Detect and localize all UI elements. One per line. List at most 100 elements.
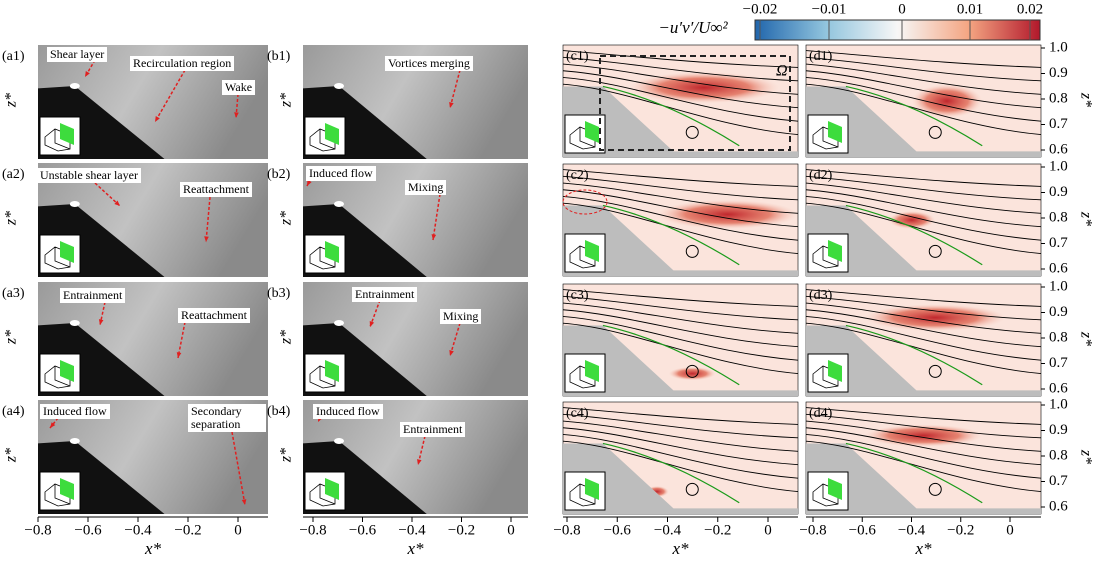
arrow-head <box>431 234 437 240</box>
panel-label: (c1) <box>566 49 589 64</box>
z-axis-label: z* <box>3 330 20 345</box>
vortex <box>685 244 699 258</box>
panel-label: (a4) <box>2 404 25 419</box>
separation-line <box>845 85 983 147</box>
streamline <box>805 189 1042 228</box>
stress-region <box>864 424 983 447</box>
streamline <box>805 289 1042 307</box>
z-axis-label: z* <box>278 93 295 108</box>
arrow <box>432 193 441 241</box>
annotation: Wake <box>222 80 256 95</box>
z-tick-label: 0.6 <box>1049 260 1068 276</box>
panel-label: (a2) <box>2 167 25 182</box>
x-tick-label: −0.6 <box>849 522 877 538</box>
inset-plane <box>60 478 74 500</box>
z-axis-label: z* <box>1077 92 1094 107</box>
x-tick-label: −0.6 <box>74 522 102 538</box>
model <box>563 86 798 157</box>
inset-plane <box>585 360 599 382</box>
streamline <box>805 50 1042 68</box>
panel-label: (c2) <box>566 168 589 183</box>
annotation: Reattachment <box>178 308 250 323</box>
x-axis-label: x* <box>144 539 162 558</box>
streamline <box>562 196 799 241</box>
streamline <box>805 316 1042 361</box>
streamline <box>805 434 1042 479</box>
streamline <box>562 77 799 122</box>
inset-sketch <box>309 246 336 270</box>
x-tick-label: −0.2 <box>448 522 475 538</box>
streamline <box>562 63 799 95</box>
streamline <box>562 440 799 493</box>
inset-plane <box>585 240 599 262</box>
streamline <box>805 420 1042 452</box>
z-axis-label: z* <box>278 330 295 345</box>
annotation: Recirculation region <box>130 56 235 71</box>
arrow-head <box>241 499 247 505</box>
stress-region <box>888 211 936 229</box>
vortex <box>685 125 699 139</box>
inset-plane <box>828 240 842 262</box>
colorbar-tick-label: 0.01 <box>957 1 983 17</box>
vortex <box>928 125 942 139</box>
streamline <box>562 202 799 255</box>
arrow <box>231 431 246 506</box>
x-tick-label: 0 <box>1006 522 1014 538</box>
streamline <box>562 289 799 307</box>
streamline <box>805 70 1042 109</box>
streamline <box>805 182 1042 214</box>
streamline <box>562 434 799 479</box>
streamline <box>805 427 1042 466</box>
z-tick-label: 0.9 <box>1049 184 1068 200</box>
model <box>806 325 1041 396</box>
inset-plane <box>325 360 339 382</box>
x-tick-label: −0.8 <box>24 522 51 538</box>
inset-sketch <box>812 483 839 507</box>
streamline <box>562 295 799 321</box>
x-tick-label: −0.6 <box>349 522 377 538</box>
streamline <box>562 56 799 82</box>
z-tick-label: 0.7 <box>1049 473 1068 489</box>
inset-sketch <box>44 128 71 152</box>
arrow-head <box>50 422 56 428</box>
inset-sketch <box>569 483 596 507</box>
streamline <box>562 182 799 214</box>
separation-line <box>845 324 983 386</box>
x-tick-label: −0.4 <box>124 522 152 538</box>
shear-glow <box>69 320 80 327</box>
streamline <box>562 175 799 201</box>
annotation: Entrainment <box>400 422 466 437</box>
panel-label: (d1) <box>809 49 833 64</box>
streamline <box>562 413 799 439</box>
panel-label: (b2) <box>267 167 291 182</box>
panel-label: (b4) <box>267 404 291 419</box>
x-tick-label: 0 <box>507 522 515 538</box>
separation-line <box>602 204 740 266</box>
annotation: Induced flow <box>313 404 383 419</box>
arrow-head <box>204 236 209 242</box>
model <box>563 325 798 396</box>
x-tick-label: −0.2 <box>947 522 974 538</box>
inset-sketch <box>309 483 336 507</box>
separation-line <box>602 324 740 386</box>
x-axis-label: x* <box>914 539 932 558</box>
vortex <box>928 244 942 258</box>
inset-sketch <box>812 365 839 389</box>
shear-glow <box>69 83 80 90</box>
streamline <box>805 169 1042 187</box>
inset-sketch <box>309 365 336 389</box>
shear-glow <box>69 438 80 445</box>
streamline <box>805 295 1042 321</box>
z-tick-label: 0.7 <box>1049 355 1068 371</box>
streamline <box>805 302 1042 334</box>
streamline <box>562 169 799 187</box>
arrow <box>99 301 106 326</box>
inset-plane <box>60 360 74 382</box>
streamline <box>562 316 799 361</box>
x-tick-label: −0.4 <box>898 522 926 538</box>
z-tick-label: 1.0 <box>1049 158 1068 174</box>
annotation: Entrainment <box>352 287 418 302</box>
arrow <box>177 321 186 359</box>
z-axis-label: z* <box>1077 211 1094 226</box>
z-tick-label: 0.6 <box>1049 498 1068 514</box>
